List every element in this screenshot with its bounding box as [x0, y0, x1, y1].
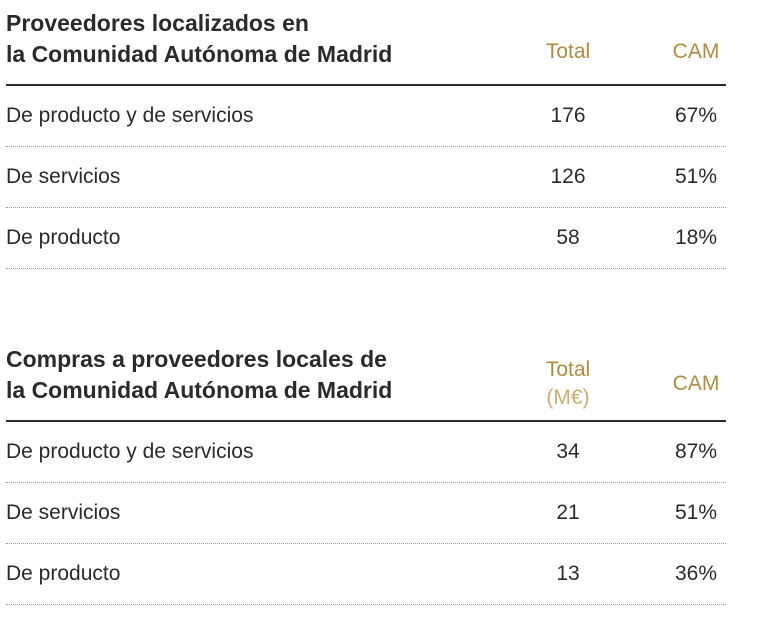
column-header-cam: CAM	[672, 40, 720, 63]
title-line-2: la Comunidad Autónoma de Madrid	[6, 41, 393, 67]
table-row: De producto 13 36%	[6, 544, 726, 605]
column-header-total: Total (M€)	[518, 356, 618, 412]
suppliers-table-header: Proveedores localizados en la Comunidad …	[6, 4, 726, 86]
row-total: 21	[556, 501, 580, 524]
table-row: De producto 58 18%	[6, 208, 726, 269]
row-total: 176	[550, 104, 586, 127]
row-label: De servicios	[6, 501, 121, 524]
local-purchases-table: Compras a proveedores locales de la Comu…	[6, 340, 726, 605]
row-cam: 51%	[674, 501, 718, 524]
title-line-1: Compras a proveedores locales de	[6, 346, 387, 372]
table-row: De servicios 21 51%	[6, 483, 726, 544]
row-total: 13	[556, 562, 580, 585]
row-label: De producto y de servicios	[6, 104, 254, 127]
row-total: 34	[556, 440, 580, 463]
table-row: De producto y de servicios 176 67%	[6, 86, 726, 147]
row-cam: 67%	[674, 104, 718, 127]
row-label: De producto	[6, 226, 121, 249]
column-header-total: Total	[545, 40, 591, 63]
row-total: 58	[556, 226, 580, 249]
local-purchases-table-header: Compras a proveedores locales de la Comu…	[6, 340, 726, 422]
title-line-2: la Comunidad Autónoma de Madrid	[6, 377, 393, 403]
row-label: De producto y de servicios	[6, 440, 254, 463]
row-cam: 87%	[674, 440, 718, 463]
local-purchases-table-title: Compras a proveedores locales de la Comu…	[6, 344, 476, 406]
suppliers-table: Proveedores localizados en la Comunidad …	[6, 4, 726, 269]
column-header-total-unit: (M€)	[546, 386, 590, 409]
row-total: 126	[550, 165, 586, 188]
suppliers-table-title: Proveedores localizados en la Comunidad …	[6, 8, 476, 70]
row-cam: 18%	[674, 226, 718, 249]
column-header-cam: CAM	[672, 372, 720, 395]
row-cam: 51%	[674, 165, 718, 188]
row-label: De servicios	[6, 165, 121, 188]
table-row: De producto y de servicios 34 87%	[6, 422, 726, 483]
table-row: De servicios 126 51%	[6, 147, 726, 208]
row-label: De producto	[6, 562, 121, 585]
row-cam: 36%	[674, 562, 718, 585]
column-header-total-label: Total	[545, 358, 591, 381]
title-line-1: Proveedores localizados en	[6, 10, 309, 36]
